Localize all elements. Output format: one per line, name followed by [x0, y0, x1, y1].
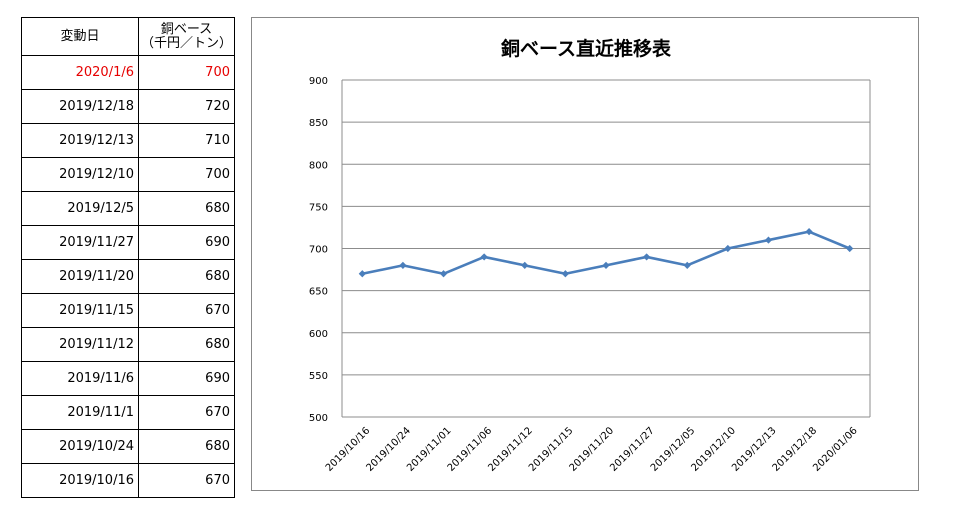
- price-header-line1: 銅ベース: [160, 21, 213, 37]
- row-date: 2019/12/10: [21, 157, 139, 192]
- row-price: 670: [138, 463, 235, 498]
- row-date: 2019/12/5: [21, 191, 139, 226]
- price-history-table: 変動日 銅ベース （千円／トン） 2020/1/6 700 2019/12/18 72…: [21, 17, 235, 498]
- data-point-marker: [399, 261, 407, 269]
- table-header-row: 変動日 銅ベース （千円／トン）: [21, 17, 235, 56]
- row-date: 2019/11/15: [21, 293, 139, 328]
- table-row: 2019/12/5 680: [21, 191, 235, 226]
- row-date: 2019/11/6: [21, 361, 139, 396]
- y-tick-label: 800: [309, 160, 328, 171]
- data-point-marker: [602, 261, 610, 269]
- row-price: 700: [138, 55, 235, 90]
- data-point-marker: [561, 270, 569, 278]
- y-tick-label: 700: [309, 245, 328, 256]
- data-point-marker: [480, 253, 488, 261]
- row-date: 2019/11/27: [21, 225, 139, 260]
- table-row: 2019/12/18 720: [21, 89, 235, 124]
- y-tick-label: 850: [309, 118, 328, 129]
- chart-title: 銅ベース直近推移表: [501, 37, 672, 60]
- data-point-marker: [683, 261, 691, 269]
- y-tick-label: 500: [309, 413, 328, 424]
- data-point-marker: [846, 244, 854, 253]
- data-point-marker: [805, 228, 813, 236]
- row-price: 680: [138, 191, 235, 226]
- row-price: 710: [138, 123, 235, 158]
- y-tick-label: 650: [309, 287, 328, 298]
- row-price: 680: [138, 429, 235, 464]
- data-point-marker: [724, 244, 732, 253]
- row-date: 2019/12/13: [21, 123, 139, 158]
- row-date: 2019/12/18: [21, 89, 139, 124]
- data-point-marker: [643, 253, 651, 261]
- row-price: 670: [138, 395, 235, 430]
- row-price: 680: [138, 327, 235, 362]
- price-header-line2: （千円／トン）: [140, 35, 232, 51]
- row-price: 720: [138, 89, 235, 124]
- table-row: 2019/11/1 670: [21, 395, 235, 430]
- row-price: 690: [138, 225, 235, 260]
- table-row: 2019/12/13 710: [21, 123, 235, 158]
- table-row: 2019/10/16 670: [21, 463, 235, 498]
- table-row: 2019/11/27 690: [21, 225, 235, 260]
- data-point-marker: [764, 236, 773, 244]
- table-row: 2019/11/6 690: [21, 361, 235, 396]
- table-row: 2019/11/15 670: [21, 293, 235, 328]
- row-price: 680: [138, 259, 235, 294]
- chart-area: 銅ベース直近推移表 500 550 600 650 700 750 800 850 900 20…: [251, 17, 919, 491]
- data-point-marker: [521, 261, 529, 269]
- row-date: 2019/11/20: [21, 259, 139, 294]
- y-tick-label: 900: [309, 76, 328, 87]
- row-date: 2019/11/12: [21, 327, 139, 362]
- table-row: 2020/1/6 700: [21, 55, 235, 90]
- data-point-marker: [358, 270, 366, 278]
- table-row: 2019/12/10 700: [21, 157, 235, 192]
- date-column-header: 変動日: [21, 17, 139, 56]
- row-date: 2019/10/16: [21, 463, 139, 498]
- row-date: 2019/10/24: [21, 429, 139, 464]
- row-date: 2019/11/1: [21, 395, 139, 430]
- row-price: 670: [138, 293, 235, 328]
- price-column-header: 銅ベース （千円／トン）: [138, 17, 235, 56]
- table-row: 2019/11/20 680: [21, 259, 235, 294]
- row-date: 2020/1/6: [21, 55, 139, 90]
- table-row: 2019/10/24 680: [21, 429, 235, 464]
- y-tick-label: 600: [309, 329, 328, 340]
- table-row: 2019/11/12 680: [21, 327, 235, 362]
- row-price: 700: [138, 157, 235, 192]
- y-tick-label: 550: [309, 371, 328, 382]
- data-point-marker: [439, 270, 448, 278]
- y-tick-label: 750: [309, 202, 328, 213]
- row-price: 690: [138, 361, 235, 396]
